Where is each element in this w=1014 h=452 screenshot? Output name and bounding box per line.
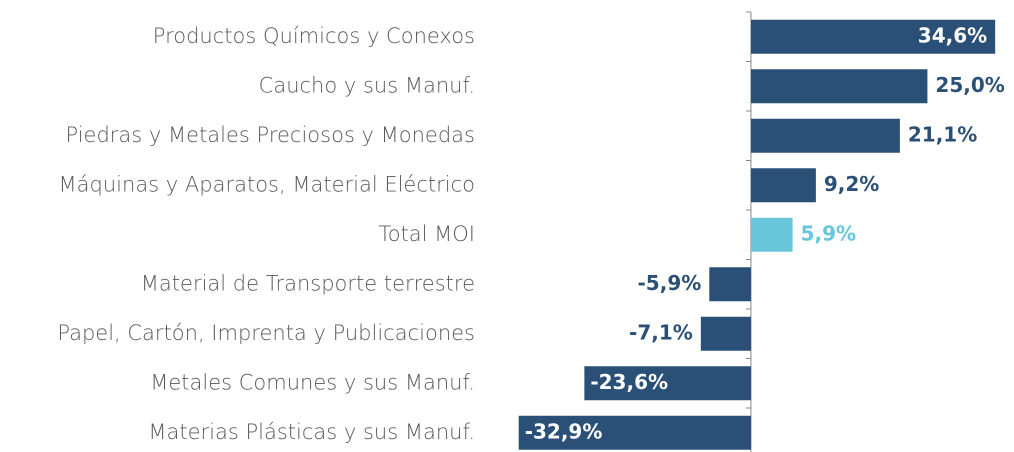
value-label: -32,9% bbox=[525, 419, 603, 443]
value-label: 21,1% bbox=[908, 122, 977, 146]
bar bbox=[700, 316, 751, 351]
bar bbox=[709, 267, 751, 302]
bar bbox=[750, 118, 900, 153]
value-label: 25,0% bbox=[935, 73, 1004, 97]
category-label: Máquinas y Aparatos, Material Eléctrico bbox=[59, 172, 475, 196]
category-label: Materias Plásticas y sus Manuf. bbox=[148, 420, 475, 444]
category-label: Metales Comunes y sus Manuf. bbox=[150, 370, 475, 394]
bar bbox=[750, 168, 816, 203]
category-label: Papel, Cartón, Imprenta y Publicaciones bbox=[57, 321, 475, 345]
bar bbox=[518, 415, 751, 450]
category-label: Piedras y Metales Preciosos y Monedas bbox=[66, 123, 475, 147]
bar bbox=[584, 366, 751, 401]
bar bbox=[750, 217, 793, 252]
value-label: -7,1% bbox=[629, 320, 693, 344]
bar bbox=[750, 19, 996, 54]
value-label: -23,6% bbox=[590, 370, 668, 394]
value-label: 9,2% bbox=[824, 172, 879, 196]
category-label: Material de Transporte terrestre bbox=[141, 271, 475, 295]
bar bbox=[750, 69, 928, 104]
category-label: Total MOI bbox=[378, 222, 475, 246]
value-label: -5,9% bbox=[638, 271, 702, 295]
category-label: Caucho y sus Manuf. bbox=[259, 73, 475, 97]
value-label: 34,6% bbox=[918, 23, 987, 47]
category-label: Productos Químicos y Conexos bbox=[153, 24, 475, 48]
value-label: 5,9% bbox=[801, 221, 856, 245]
